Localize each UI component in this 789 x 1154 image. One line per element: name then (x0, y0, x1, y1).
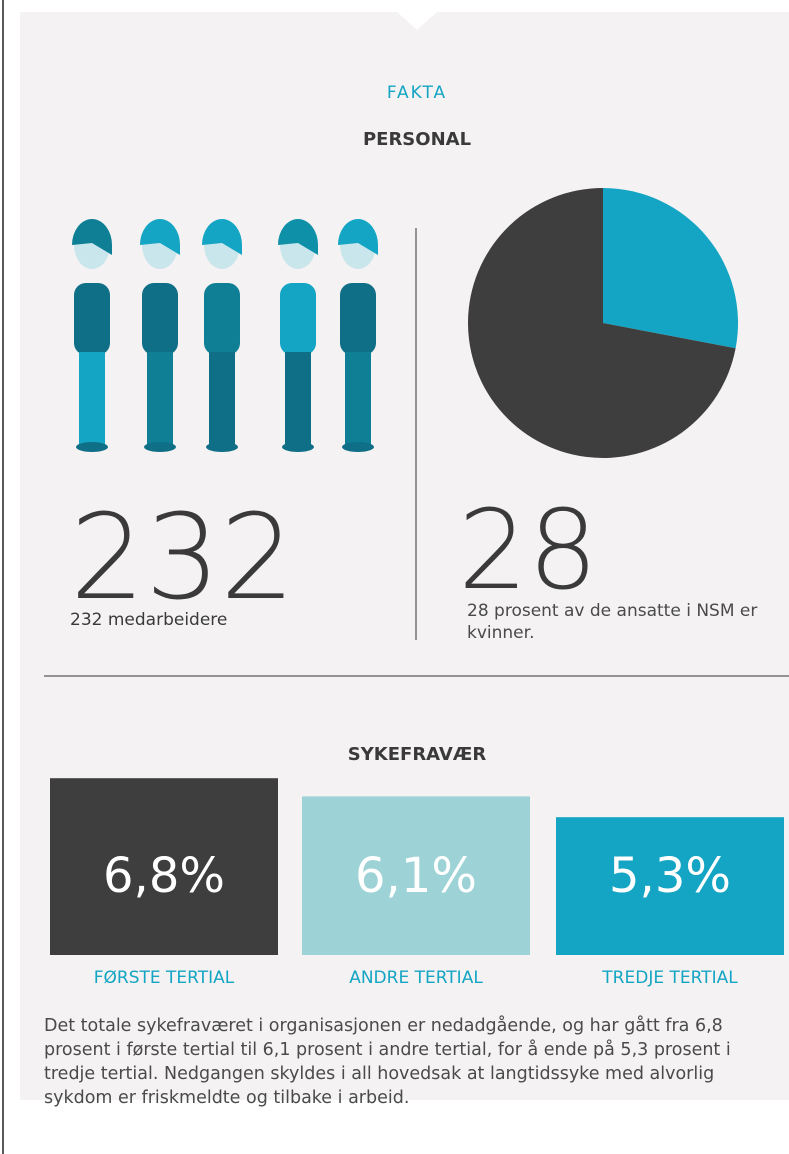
figure-legs (147, 352, 173, 444)
figure-body (142, 283, 178, 355)
staff-caption: 232 medarbeidere (70, 610, 227, 630)
figure-feet (282, 442, 314, 452)
big-number: 28 (458, 486, 598, 614)
figure-feet (206, 442, 238, 452)
figure-feet (76, 442, 108, 452)
figure-legs (285, 352, 311, 444)
bar-category-label: TREDJE TERTIAL (601, 968, 738, 988)
figure-body (74, 283, 110, 355)
figure-body (280, 283, 316, 355)
figure-legs (79, 352, 105, 444)
figure-body (204, 283, 240, 355)
bar-value-label: 5,3% (609, 848, 731, 904)
figure-feet (342, 442, 374, 452)
kicker: FAKTA (387, 83, 447, 103)
bar-value-label: 6,8% (103, 848, 225, 904)
bar-category-label: ANDRE TERTIAL (349, 968, 483, 988)
section-title: PERSONAL (363, 129, 471, 150)
section-title: SYKEFRAVÆR (348, 744, 487, 765)
page: FAKTA PERSONAL 232 232 medarbeidere 28 S… (0, 0, 789, 1154)
pie-chart (468, 188, 738, 458)
figure-legs (345, 352, 371, 444)
bar-value-label: 6,1% (355, 848, 477, 904)
description: Det totale sykefraværet i organisasjonen… (44, 1014, 784, 1110)
big-number: 232 (70, 488, 295, 626)
figure-body (340, 283, 376, 355)
bar-category-label: FØRSTE TERTIAL (94, 968, 235, 988)
infographic: FAKTA PERSONAL 232 232 medarbeidere 28 S… (0, 0, 789, 1154)
figure-feet (144, 442, 176, 452)
women-caption: 28 prosent av de ansatte i NSM er kvinne… (467, 600, 787, 644)
figure-legs (209, 352, 235, 444)
